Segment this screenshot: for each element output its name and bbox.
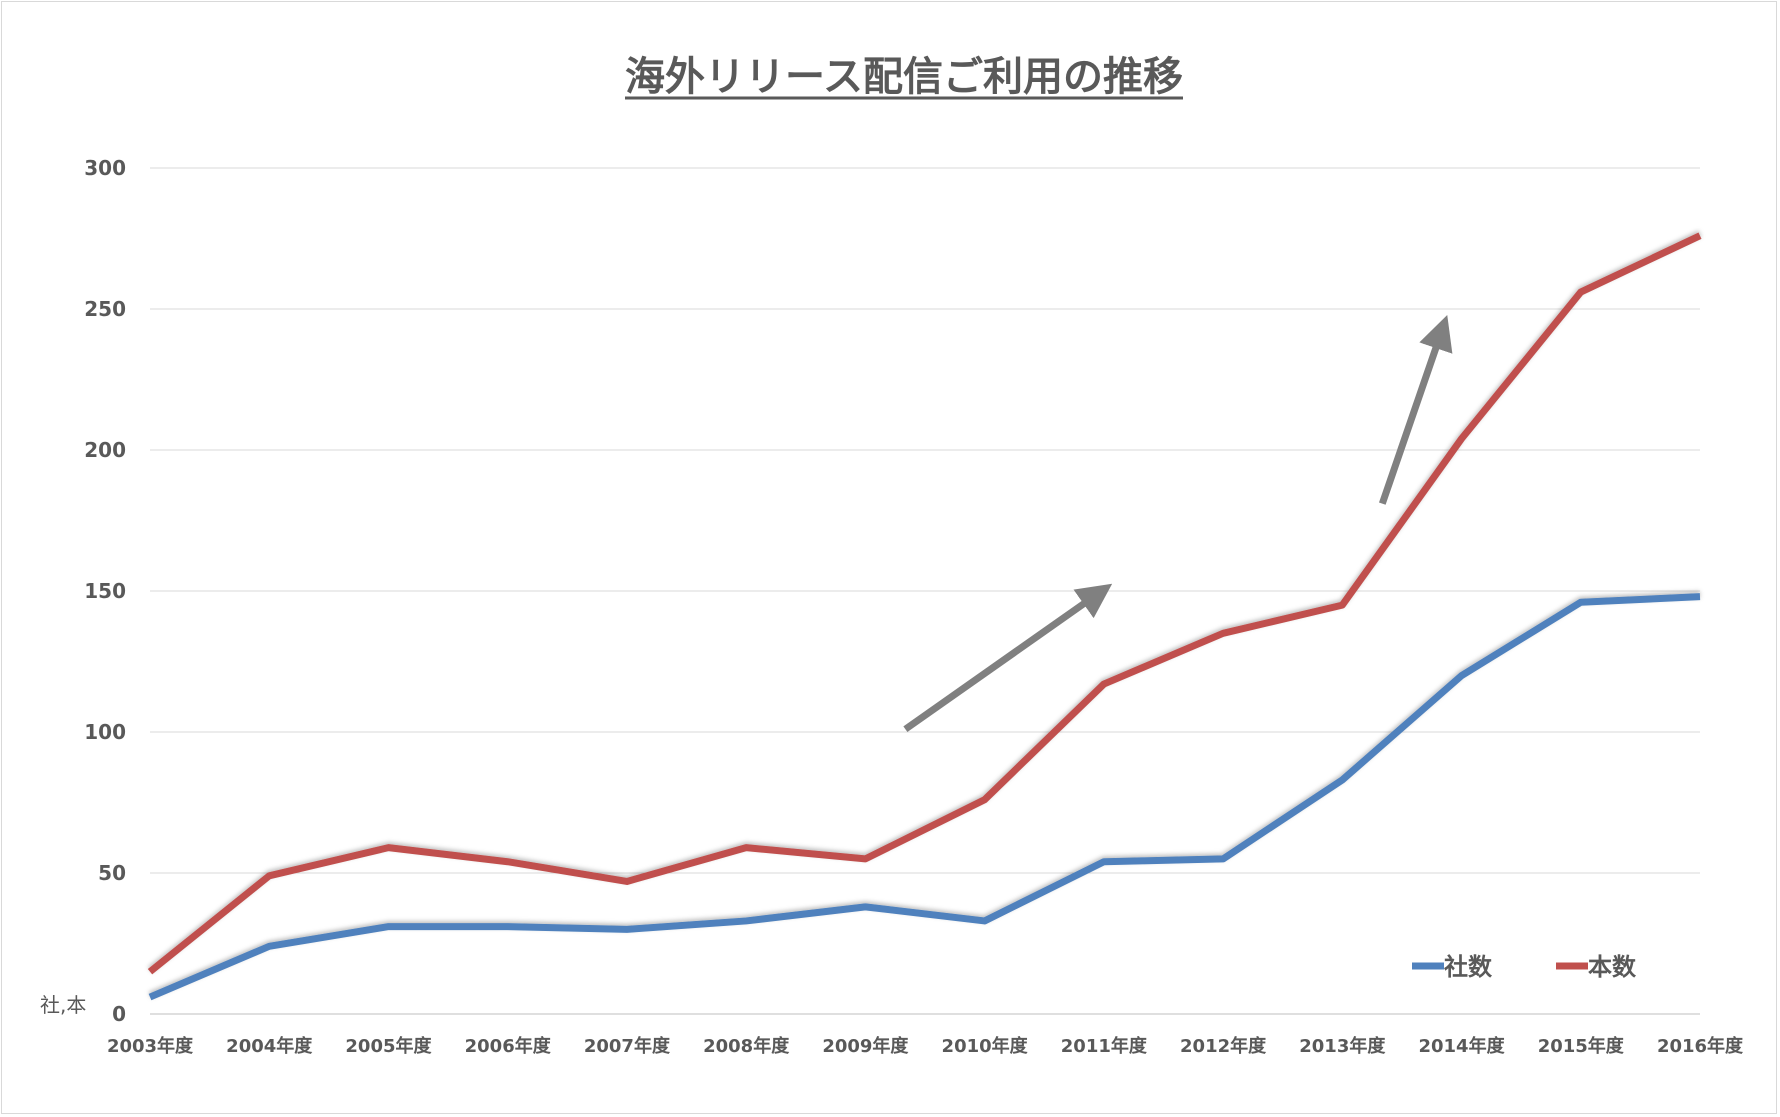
chart-title-text: 海外リリース配信ご利用の推移: [625, 54, 1183, 100]
gridlines: [150, 167, 1700, 1015]
y-tick-label-200: 200: [84, 438, 126, 462]
y-tick-label-150: 150: [84, 579, 126, 603]
trend-arrows: [903, 315, 1453, 733]
x-tick-label-11: 2014年度: [1418, 1035, 1505, 1057]
x-tick-label-9: 2012年度: [1180, 1035, 1267, 1057]
x-tick-label-1: 2004年度: [226, 1035, 313, 1057]
x-tick-label-12: 2015年度: [1538, 1035, 1625, 1057]
trend-arrow-0: [903, 583, 1113, 733]
trend-arrow-1: [1378, 315, 1453, 505]
legend-label-1: 本数: [1588, 953, 1637, 981]
x-tick-label-6: 2009年度: [822, 1035, 909, 1057]
y-tick-label-0: 0: [112, 1002, 126, 1026]
x-tick-label-8: 2011年度: [1061, 1035, 1148, 1057]
x-tick-label-3: 2006年度: [465, 1035, 552, 1057]
series-line-1: [147, 232, 1702, 975]
y-tick-label-50: 50: [98, 861, 126, 885]
series-line-0: [148, 593, 1701, 1001]
series-lines: [147, 232, 1702, 1001]
legend: 社数 本数: [1412, 953, 1637, 981]
x-tick-label-2: 2005年度: [345, 1035, 432, 1057]
y-axis-tick-labels: 0 50 100 150 200 250 300: [84, 156, 126, 1026]
y-tick-label-100: 100: [84, 720, 126, 744]
x-tick-label-13: 2016年度: [1657, 1035, 1744, 1057]
x-tick-label-4: 2007年度: [584, 1035, 671, 1057]
y-tick-label-250: 250: [84, 297, 126, 321]
x-tick-label-5: 2008年度: [703, 1035, 790, 1057]
chart-title: 海外リリース配信ご利用の推移: [625, 54, 1183, 100]
x-tick-label-10: 2013年度: [1299, 1035, 1386, 1057]
x-tick-label-0: 2003年度: [107, 1035, 194, 1057]
x-tick-label-7: 2010年度: [942, 1035, 1029, 1057]
unit-label: 社,本: [40, 993, 86, 1017]
y-tick-label-300: 300: [84, 156, 126, 180]
legend-label-0: 社数: [1444, 953, 1493, 981]
x-axis-tick-labels: 2003年度 2004年度 2005年度 2006年度 2007年度 2008年度 2009…: [107, 1035, 1744, 1057]
